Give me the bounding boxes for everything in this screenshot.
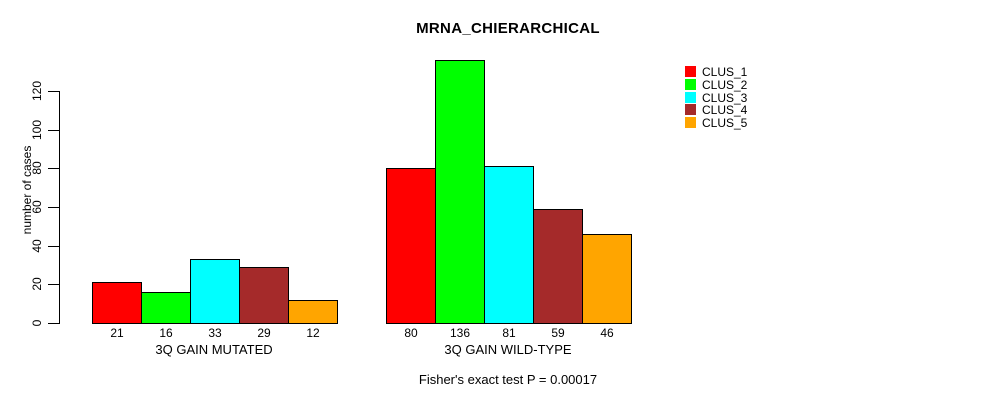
y-axis-tick-label: 120 [30, 80, 44, 102]
y-axis-tick [48, 207, 59, 208]
bar-value-label: 29 [257, 326, 271, 340]
y-axis-tick [48, 168, 59, 169]
y-axis-tick [48, 91, 59, 92]
legend-swatch-clus_2 [685, 79, 696, 90]
bar-value-label: 12 [306, 326, 320, 340]
y-axis-tick-label: 100 [30, 119, 44, 141]
y-axis-tick-label: 0 [30, 319, 44, 327]
y-axis-tick [48, 246, 59, 247]
bar-value-label: 33 [208, 326, 222, 340]
fisher-test-annotation: Fisher's exact test P = 0.00017 [418, 372, 598, 387]
chart-title: MRNA_CHIERARCHICAL [416, 20, 600, 37]
y-axis-tick-label: 40 [30, 239, 44, 253]
bar-value-label: 21 [110, 326, 124, 340]
bar-clus_3-group2 [484, 166, 534, 324]
bar-value-label: 59 [551, 326, 565, 340]
bar-clus_4-group2 [533, 209, 583, 324]
y-axis-tick [48, 130, 59, 131]
bar-clus_1-group2 [386, 168, 436, 324]
bar-value-label: 16 [159, 326, 173, 340]
y-axis-tick-label: 20 [30, 277, 44, 291]
legend-swatch-clus_1 [685, 66, 696, 77]
bar-clus_4-group1 [239, 267, 289, 324]
x-axis-category-label-wild-type: 3Q GAIN WILD-TYPE [444, 342, 572, 357]
y-axis-tick-label: 60 [30, 200, 44, 214]
bar-value-label: 80 [404, 326, 418, 340]
bar-clus_1-group1 [92, 282, 142, 324]
y-axis-tick [48, 284, 59, 285]
bar-value-label: 136 [449, 326, 471, 340]
bar-value-label: 81 [502, 326, 516, 340]
x-axis-category-label-mutated: 3Q GAIN MUTATED [155, 342, 273, 357]
legend-swatch-clus_4 [685, 104, 696, 115]
y-axis-title: number of cases [20, 145, 34, 235]
y-axis-tick [48, 323, 59, 324]
bar-clus_5-group1 [288, 300, 338, 324]
legend-label-clus_2: CLUS_2 [702, 78, 748, 92]
legend-label-clus_1: CLUS_1 [702, 65, 748, 79]
legend-swatch-clus_3 [685, 92, 696, 103]
legend-label-clus_4: CLUS_4 [702, 103, 748, 117]
y-axis-tick-label: 80 [30, 161, 44, 175]
bar-clus_3-group1 [190, 259, 240, 324]
bar-clus_2-group1 [141, 292, 191, 324]
legend-label-clus_5: CLUS_5 [702, 116, 748, 130]
legend-label-clus_3: CLUS_3 [702, 91, 748, 105]
y-axis-line [59, 91, 60, 324]
bar-value-label: 46 [600, 326, 614, 340]
legend-swatch-clus_5 [685, 117, 696, 128]
bar-clus_2-group2 [435, 60, 485, 324]
bar-clus_5-group2 [582, 234, 632, 324]
